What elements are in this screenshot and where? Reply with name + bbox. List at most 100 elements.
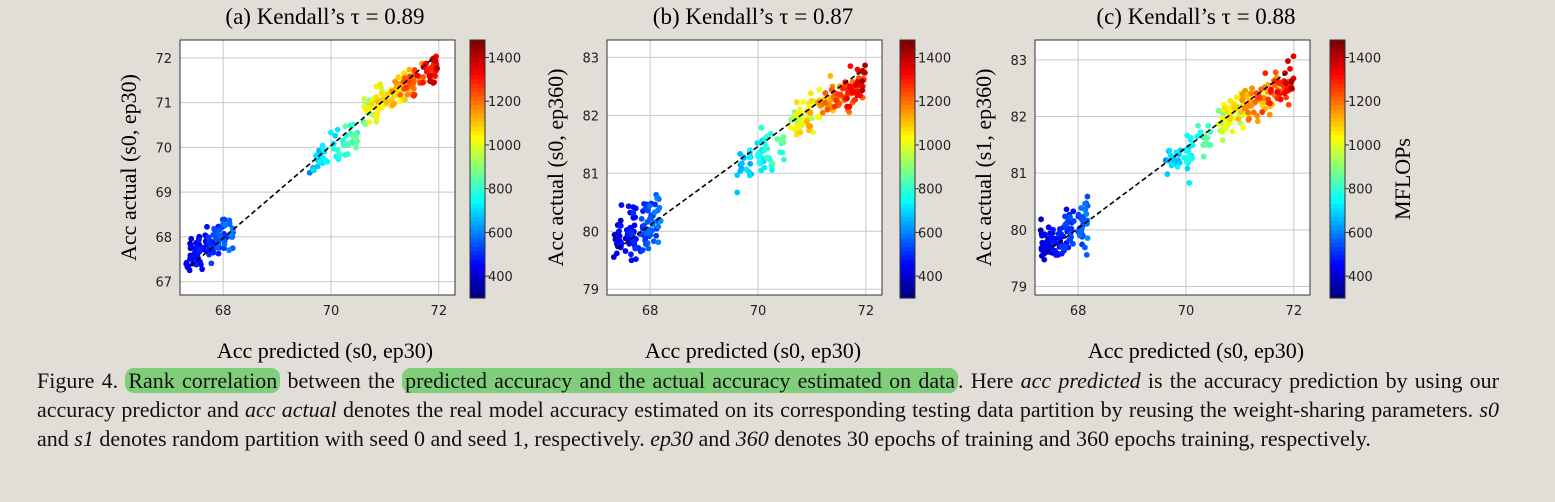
colorbar-segment [900,147,915,153]
colorbar-segment [470,108,485,114]
colorbar-segment [900,52,915,58]
data-point [1290,53,1297,60]
data-point [852,96,859,103]
x-tick-label: 68 [1070,304,1087,319]
colorbar-segment [900,272,915,278]
caption-italic: ep30 [650,426,693,451]
colorbar-segment [470,113,485,118]
colorbar-segment [470,134,485,140]
colorbar-segment [900,108,915,114]
data-point [1240,124,1247,131]
colorbar-segment [1330,57,1345,63]
data-point [187,255,193,262]
colorbar-segment [900,134,915,140]
data-point [734,172,741,179]
data-point [188,235,195,242]
colorbar-segment [1330,143,1345,149]
colorbar-segment [900,65,915,71]
data-point [779,149,786,156]
colorbar-segment [1330,233,1345,239]
colorbar-segment [1330,220,1345,226]
colorbar-tick-label: 800 [488,183,513,198]
colorbar-segment [900,87,915,93]
colorbar-segment [1330,138,1345,144]
data-point [804,118,810,125]
colorbar-segment [470,169,485,174]
colorbar-segment [1330,40,1345,45]
data-point [1252,98,1259,105]
colorbar-segment [470,138,485,144]
data-point [211,225,217,232]
colorbar-segment [1330,147,1345,153]
colorbar-segment [1330,280,1345,286]
data-point [204,223,210,230]
data-point [769,167,775,173]
colorbar-segment [900,255,915,260]
colorbar-segment [1330,242,1345,247]
data-point [644,207,651,214]
colorbar-tick-label: 800 [918,183,943,198]
colorbar-segment [470,164,485,170]
data-point [407,73,413,80]
colorbar-segment [470,220,485,226]
colorbar-segment [1330,203,1345,209]
x-tick-label: 72 [858,304,875,319]
caption-italic: 360 [735,426,769,451]
colorbar-segment [900,250,915,256]
colorbar-segment [900,160,915,166]
colorbar-segment [470,48,485,54]
colorbar-segment [470,203,485,209]
caption-text: between the [280,368,403,393]
colorbar-segment [1330,224,1345,230]
data-point [414,72,421,79]
data-point [1215,107,1222,114]
data-point [618,202,625,208]
caption-text: denotes the real model accuracy estimate… [336,397,1480,422]
data-point [383,99,390,106]
data-point [1221,104,1228,111]
colorbar-segment [1330,272,1345,278]
data-point [391,92,398,99]
colorbar-label: MFLOPs [1390,138,1415,220]
data-point [1041,231,1048,237]
colorbar-tick-label: 400 [918,270,943,285]
data-point [833,97,840,104]
data-point [328,129,334,136]
colorbar-frame [899,39,916,299]
data-point [1166,147,1173,154]
colorbar-segment [470,216,485,222]
colorbar-segment [900,156,915,161]
data-point [368,100,375,107]
data-point [630,238,637,245]
data-point [309,166,316,173]
data-point [651,209,658,216]
colorbar-segment [1330,121,1345,127]
colorbar-segment [900,207,915,213]
caption-italic: acc actual [245,397,337,422]
data-point [1189,142,1196,149]
colorbar-segment [900,280,915,286]
data-point [1174,163,1181,170]
figure-panels: (a) Kendall’s τ = 0.89 68 70 72 67 68 69 70 71 72… [116,4,1415,363]
x-tick-label: 70 [1178,304,1195,319]
data-point [815,113,821,120]
colorbar-segment [900,83,915,88]
data-point [743,166,750,173]
data-point [862,62,868,69]
colorbar-segment [1330,289,1345,295]
data-point [395,74,402,81]
colorbar-segment [470,181,485,187]
data-point [1230,100,1237,107]
x-axis-label: Acc predicted (s0, ep30) [217,338,433,363]
data-point [654,195,661,202]
colorbar-segment [470,160,485,166]
data-point [761,147,767,154]
colorbar-segment [1330,169,1345,174]
data-point [1084,235,1091,242]
data-point [839,85,846,92]
colorbar-segment [1330,151,1345,157]
data-point [344,151,351,157]
colorbar-segment [470,173,485,179]
colorbar-segment [900,203,915,209]
data-point [1288,85,1295,92]
